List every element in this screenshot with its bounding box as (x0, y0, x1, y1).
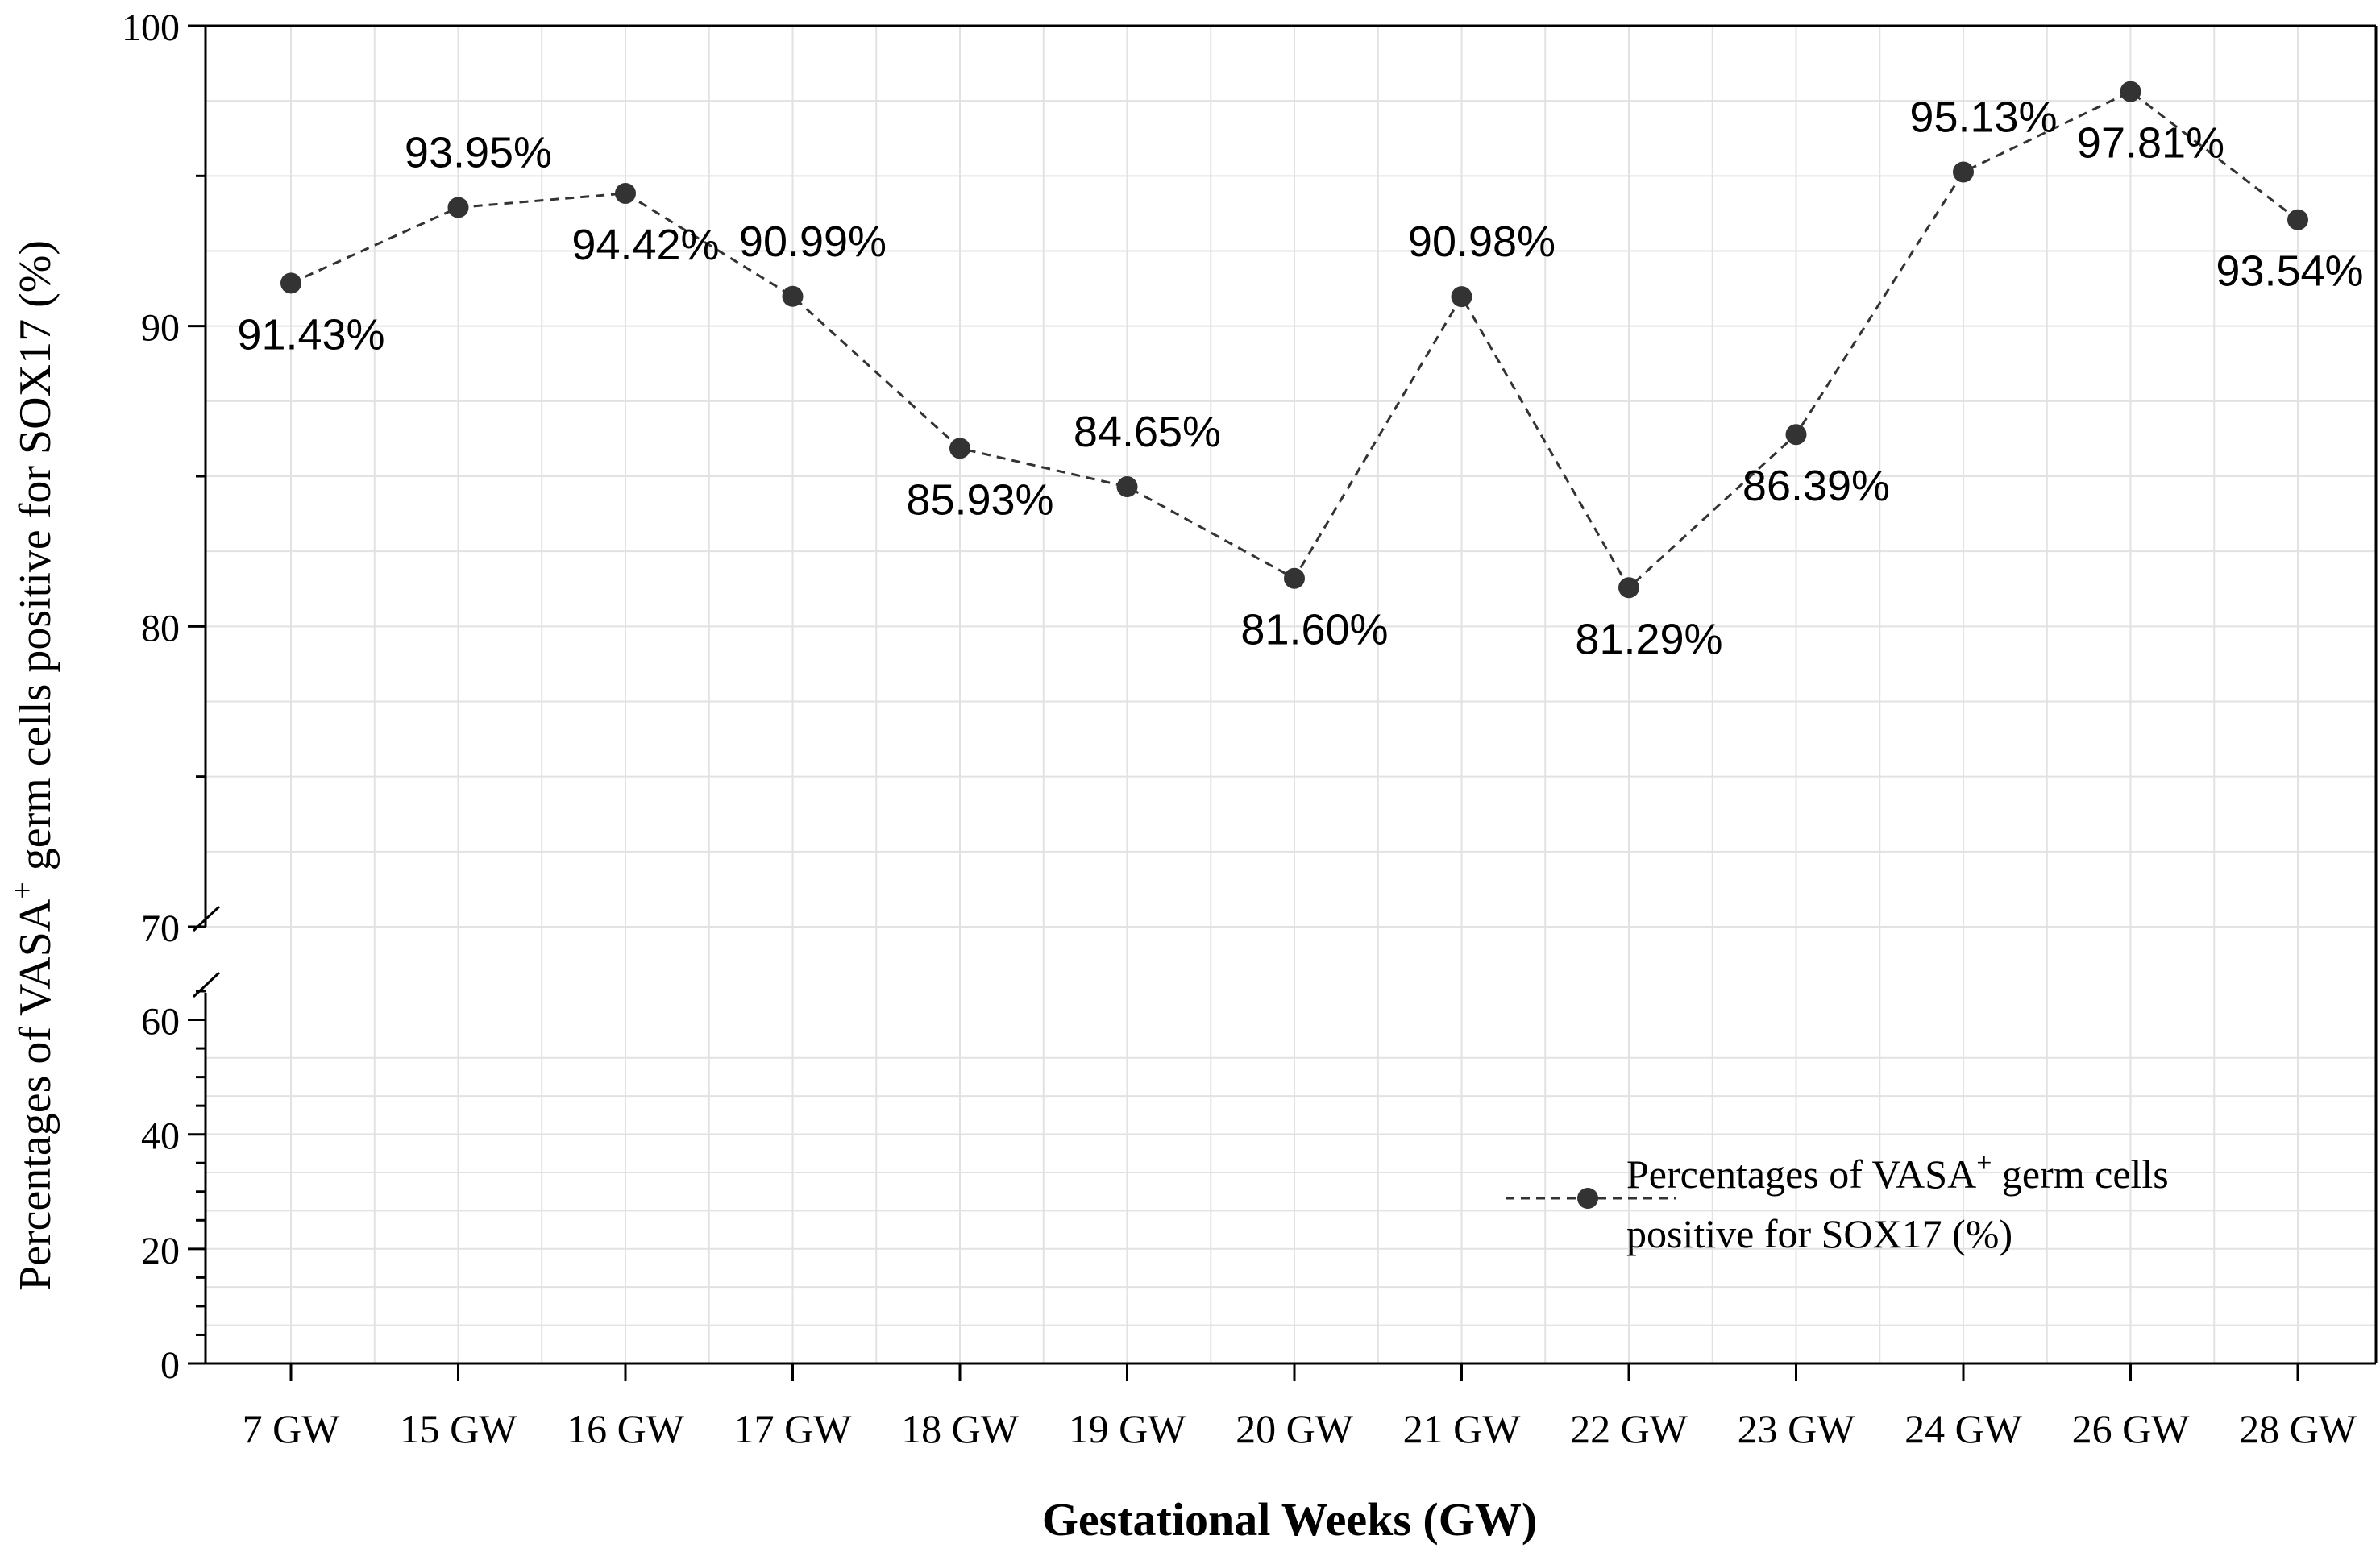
x-tick-label: 21 GW (1403, 1406, 1522, 1451)
y-tick-label: 20 (141, 1230, 180, 1272)
data-label: 81.60% (1240, 606, 1388, 654)
data-labels: 91.43% 93.95% 94.42% 90.99% 85.93% 84.65% 81.6… (237, 93, 2363, 663)
data-point (615, 182, 636, 204)
data-label: 85.93% (906, 475, 1053, 524)
x-tick-label: 7 GW (243, 1406, 341, 1451)
data-point (280, 272, 301, 294)
series (280, 81, 2308, 599)
y-tick-label: 100 (122, 6, 180, 49)
data-point (447, 197, 469, 218)
data-point (1953, 161, 1974, 183)
data-point (2287, 209, 2308, 230)
x-tick-label: 17 GW (734, 1406, 853, 1451)
x-axis-title: Gestational Weeks (GW) (1042, 1493, 1537, 1546)
data-point (1785, 424, 1807, 446)
x-tick-label: 16 GW (567, 1406, 685, 1451)
data-label: 84.65% (1074, 408, 1221, 456)
y-axis-title-suffix: germ cells positive for SOX17 (%) (10, 240, 60, 882)
y-tick-label: 70 (141, 907, 180, 950)
data-point (1451, 286, 1472, 308)
data-point (949, 438, 970, 459)
data-label: 90.99% (739, 218, 887, 266)
x-tick-label: 24 GW (1904, 1406, 2023, 1451)
x-tick-label: 15 GW (400, 1406, 518, 1451)
x-tick-label: 23 GW (1738, 1406, 1856, 1451)
data-point (1284, 567, 1305, 589)
y-tick-label: 60 (141, 1001, 180, 1044)
data-label: 91.43% (237, 310, 384, 359)
data-point (782, 285, 804, 307)
x-tick-label: 22 GW (1570, 1406, 1688, 1451)
y-axis-title-prefix: Percentages of VASA (10, 899, 60, 1291)
y-axis-title-sup: + (6, 882, 39, 899)
data-label: 90.98% (1408, 218, 1556, 266)
legend-label-sup: + (1976, 1148, 1992, 1178)
data-label: 81.29% (1575, 615, 1722, 663)
legend-label-line2: positive for SOX17 (%) (1626, 1211, 2012, 1256)
x-tick-label: 19 GW (1069, 1406, 1187, 1451)
x-axis-ticks: 7 GW 15 GW 16 GW 17 GW 18 GW 19 GW 20 GW 21 GW 2… (243, 1363, 2357, 1451)
data-point (2120, 81, 2141, 102)
y-axis-title: Percentages of VASA+ germ cells positive… (6, 240, 60, 1291)
data-label: 97.81% (2077, 119, 2224, 168)
data-label: 93.54% (2216, 247, 2363, 296)
data-label: 93.95% (405, 128, 552, 176)
legend-label-prefix: Percentages of VASA (1626, 1152, 1976, 1197)
legend: Percentages of VASA+ germ cells positive… (1506, 1148, 2169, 1256)
data-label: 86.39% (1742, 462, 1890, 510)
data-point (1618, 577, 1639, 599)
x-tick-label: 18 GW (901, 1406, 1020, 1451)
y-tick-label: 40 (141, 1115, 180, 1158)
x-tick-label: 26 GW (2072, 1406, 2191, 1451)
y-tick-label: 90 (141, 307, 180, 350)
x-tick-label: 20 GW (1236, 1406, 1354, 1451)
data-label: 95.13% (1909, 93, 2057, 141)
data-point (1116, 476, 1138, 498)
legend-marker (1577, 1188, 1598, 1209)
x-tick-label: 28 GW (2239, 1406, 2357, 1451)
legend-label-suffix: germ cells (1992, 1152, 2168, 1197)
y-axis-ticks: 70 80 90 100 0 20 40 60 (122, 6, 206, 1387)
y-tick-label: 80 (141, 607, 180, 649)
data-label: 94.42% (571, 221, 719, 269)
legend-label-line1: Percentages of VASA+ germ cells (1626, 1148, 2169, 1197)
y-tick-label: 0 (160, 1344, 180, 1387)
axis-break-mark (192, 971, 221, 998)
